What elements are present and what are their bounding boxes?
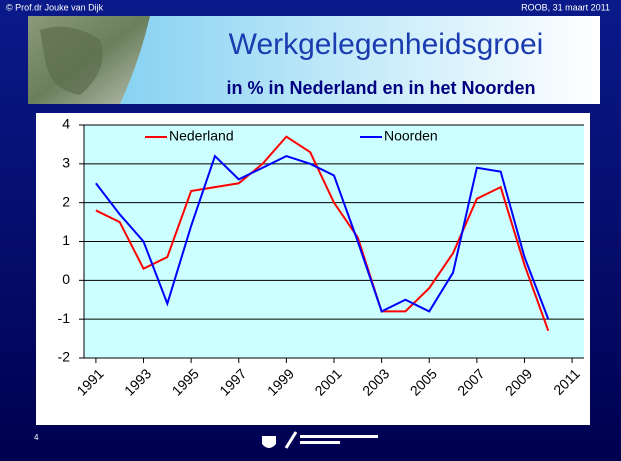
event: ROOB, 31 maart 2011 [521,2,610,12]
y-tick-label: -1 [58,310,71,326]
slide: © Prof.dr Jouke van Dijk ROOB, 31 maart … [0,0,621,461]
y-tick-label: 2 [62,193,70,209]
y-tick-label: -2 [58,349,71,365]
legend-label: Noorden [384,128,438,144]
y-tick-label: 4 [62,116,70,132]
y-tick-label: 1 [62,232,70,248]
y-tick-label: 3 [62,155,70,171]
author: © Prof.dr Jouke van Dijk [6,2,104,12]
y-tick-label: 0 [62,271,70,287]
slide-title: Werkgelegenheidsgroei [229,28,544,61]
slide-subtitle: in % in Nederland en in het Noorden [226,78,535,98]
legend-label: Nederland [169,128,234,144]
slide-number: 4 [34,433,39,442]
